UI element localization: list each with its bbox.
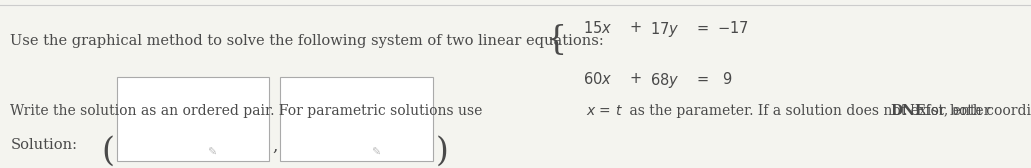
Text: $60x$: $60x$ [583,71,612,87]
Text: Solution:: Solution: [10,138,77,152]
Text: DNE: DNE [891,104,926,118]
Text: $ =\,t$: $ =\,t$ [596,104,623,118]
Text: $-17$: $-17$ [717,20,749,36]
FancyBboxPatch shape [117,77,269,161]
Text: $9$: $9$ [722,71,732,87]
Text: $=$: $=$ [694,20,709,35]
Text: $15x$: $15x$ [583,20,612,36]
Text: ): ) [436,136,448,168]
Text: (: ( [101,136,114,168]
Text: ✎: ✎ [206,148,217,158]
Text: Use the graphical method to solve the following system of two linear equations:: Use the graphical method to solve the fo… [10,34,604,48]
Text: $=$: $=$ [694,71,709,86]
Text: $x$: $x$ [586,104,596,118]
Text: $68y$: $68y$ [650,71,679,90]
Text: $+$: $+$ [629,71,641,86]
Text: {: { [545,24,567,56]
Text: ✎: ✎ [370,148,380,158]
Text: ,: , [272,138,277,155]
FancyBboxPatch shape [280,77,433,161]
Text: Write the solution as an ordered pair. For parametric solutions use: Write the solution as an ordered pair. F… [10,104,487,118]
Text: for both coordinates.: for both coordinates. [921,104,1031,118]
Text: $17y$: $17y$ [650,20,679,39]
Text: as the parameter. If a solution does not exist, enter: as the parameter. If a solution does not… [625,104,995,118]
Text: $+$: $+$ [629,20,641,35]
